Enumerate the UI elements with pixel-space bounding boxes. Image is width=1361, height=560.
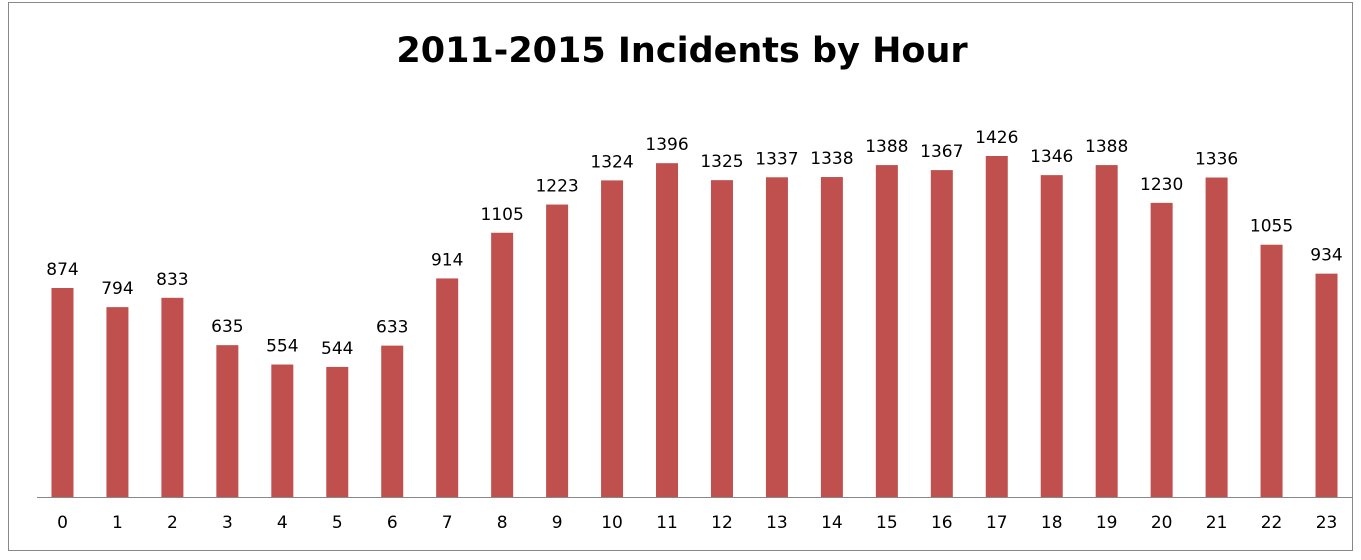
data-label: 874 (46, 260, 78, 280)
bar (985, 156, 1008, 497)
data-label: 1426 (975, 128, 1018, 148)
bar (491, 232, 514, 497)
data-label: 914 (431, 250, 463, 270)
bar (1040, 175, 1063, 497)
bar (1315, 273, 1338, 497)
x-tick-label: 2 (167, 513, 178, 533)
bar (106, 307, 129, 497)
x-tick-label: 19 (1096, 513, 1118, 533)
bar (326, 366, 349, 497)
data-label: 934 (1310, 246, 1342, 266)
bar (820, 177, 843, 498)
x-tick-label: 7 (442, 513, 453, 533)
x-tick-label: 1 (112, 513, 123, 533)
bar (710, 180, 733, 498)
x-tick-label: 0 (57, 513, 68, 533)
x-tick-label: 6 (387, 513, 398, 533)
x-tick-label: 8 (497, 513, 508, 533)
data-label: 794 (101, 279, 133, 299)
data-label: 1230 (1140, 175, 1183, 195)
data-label: 833 (156, 270, 188, 290)
data-label: 554 (266, 337, 298, 357)
bar (1260, 244, 1283, 497)
bar (161, 297, 184, 497)
data-label: 1388 (1085, 137, 1128, 157)
data-label: 1346 (1030, 147, 1073, 167)
bar (1205, 177, 1228, 498)
data-label: 1336 (1195, 150, 1238, 170)
data-label: 1388 (865, 137, 908, 157)
x-tick-label: 4 (277, 513, 288, 533)
bar (381, 345, 404, 497)
x-tick-label: 18 (1041, 513, 1063, 533)
x-tick-label: 23 (1316, 513, 1338, 533)
data-label: 1367 (920, 142, 963, 162)
data-label: 633 (376, 318, 408, 338)
bar (1095, 165, 1118, 497)
x-tick-label: 22 (1261, 513, 1283, 533)
x-tick-label: 17 (986, 513, 1008, 533)
x-tick-label: 13 (766, 513, 788, 533)
bar (930, 170, 953, 497)
data-label: 1055 (1250, 217, 1293, 237)
bar (436, 278, 459, 497)
data-label: 544 (321, 339, 353, 359)
data-label: 1396 (645, 135, 688, 155)
bar (601, 180, 624, 498)
x-tick-label: 10 (601, 513, 623, 533)
x-tick-label: 20 (1151, 513, 1173, 533)
x-tick-label: 3 (222, 513, 233, 533)
x-tick-label: 21 (1206, 513, 1228, 533)
x-tick-label: 5 (332, 513, 343, 533)
bar (216, 345, 239, 497)
bar (765, 177, 788, 498)
chart-title: 2011-2015 Incidents by Hour (396, 31, 968, 71)
x-tick-label: 14 (821, 513, 843, 533)
data-label: 1324 (590, 152, 633, 172)
bar (656, 163, 679, 497)
data-label: 1338 (810, 149, 853, 169)
data-label: 1337 (755, 149, 798, 169)
x-tick-label: 9 (552, 513, 563, 533)
x-tick-label: 12 (711, 513, 733, 533)
x-tick-label: 16 (931, 513, 953, 533)
x-tick-label: 11 (656, 513, 678, 533)
x-tick-label: 15 (876, 513, 898, 533)
bar (271, 364, 294, 497)
bar (1150, 202, 1173, 497)
bar (875, 165, 898, 497)
data-label: 635 (211, 317, 243, 337)
bar (546, 204, 569, 498)
data-label: 1105 (481, 205, 524, 225)
bar (51, 288, 74, 497)
data-label: 1223 (535, 177, 578, 197)
data-label: 1325 (700, 152, 743, 172)
